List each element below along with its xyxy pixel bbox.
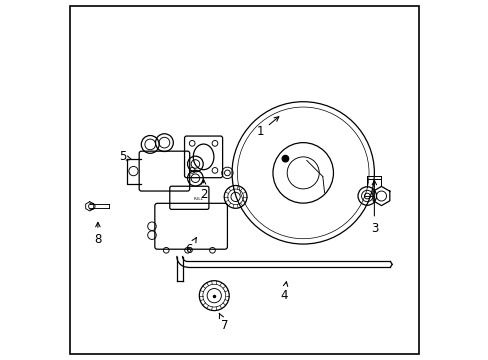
- Text: 3: 3: [370, 180, 377, 234]
- Circle shape: [282, 156, 288, 162]
- Text: 4: 4: [279, 282, 287, 302]
- Text: 1: 1: [256, 117, 278, 139]
- Text: 7: 7: [219, 313, 228, 332]
- Text: 6: 6: [185, 238, 196, 256]
- Text: 2: 2: [200, 180, 207, 202]
- Text: 8: 8: [94, 222, 102, 246]
- Text: 5: 5: [119, 150, 132, 163]
- Text: FULL: FULL: [193, 197, 203, 201]
